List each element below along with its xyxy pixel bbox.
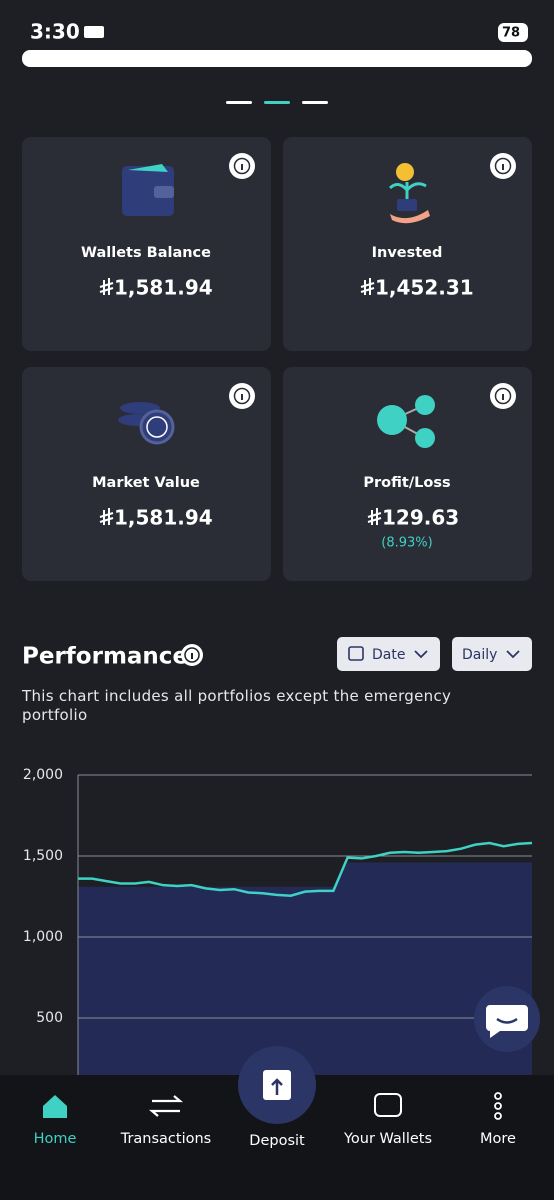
info-button[interactable]	[229, 383, 255, 409]
carousel-card	[22, 50, 532, 67]
info-ring	[233, 157, 251, 175]
network-icon-coin	[415, 395, 435, 415]
transactions-icon	[148, 1095, 184, 1117]
plant-icon-coin	[396, 163, 414, 181]
info-button[interactable]	[490, 383, 516, 409]
nav-label[interactable]: More	[480, 1131, 516, 1147]
card-bg	[22, 137, 271, 351]
card-value: 1,452.31	[375, 276, 474, 300]
card-label: Market Value	[92, 475, 200, 491]
dropdown-label: Daily	[462, 647, 497, 663]
battery-level: 78	[502, 26, 520, 41]
section-description: This chart includes all portfolios excep…	[22, 687, 452, 724]
status-time: 3:30	[30, 20, 80, 44]
area	[78, 862, 532, 1099]
plant-icon-stem	[388, 182, 427, 200]
card-change: (8.93%)	[381, 536, 432, 551]
info-glyph	[502, 394, 504, 400]
wallet-nav-icon	[374, 1093, 402, 1117]
card: Profit/Loss 129.63 (8.93%)	[283, 367, 532, 581]
carousel-dot-active[interactable]	[264, 101, 290, 104]
nav-labels: Home Transactions Deposit Your Wallets More	[34, 1131, 516, 1149]
card-bg	[283, 137, 532, 351]
info-ring	[494, 157, 512, 175]
info-button[interactable]	[181, 644, 203, 666]
plant-icon-pot	[397, 199, 417, 211]
info-glyph	[502, 164, 504, 170]
card: Market Value 1,581.94	[22, 367, 271, 581]
info-ring	[233, 387, 251, 405]
network-icon-coin	[415, 428, 435, 448]
card-bg	[283, 367, 532, 581]
card: Wallets Balance 1,581.94	[22, 137, 271, 351]
nav-label[interactable]: Transactions	[120, 1131, 212, 1147]
section-title: Performance	[22, 644, 188, 670]
currency-symbol	[360, 278, 375, 295]
card-label: Profit/Loss	[363, 475, 450, 491]
plant-icon-hand	[390, 210, 430, 224]
chart: 500 1,000 1,500 2,000	[23, 767, 533, 1099]
y-tick-label: 1,500	[23, 848, 63, 864]
coins-icon-ring	[146, 416, 168, 438]
card: Invested 1,452.31	[283, 137, 532, 351]
y-tick-label: 500	[36, 1010, 63, 1026]
more-icon	[494, 1092, 502, 1120]
info-button[interactable]	[229, 153, 255, 179]
carousel-dot[interactable]	[226, 101, 252, 104]
sleep-icon	[84, 26, 104, 38]
home-icon	[43, 1095, 67, 1118]
y-tick-label: 2,000	[23, 767, 63, 783]
chat-button[interactable]	[474, 986, 540, 1052]
info-glyph	[241, 164, 243, 170]
date-dropdown[interactable]: Date	[337, 637, 440, 671]
nav-label[interactable]: Your Wallets	[343, 1131, 432, 1147]
currency-symbol	[99, 508, 114, 525]
currency-symbol	[367, 508, 382, 525]
carousel-dot[interactable]	[302, 101, 328, 104]
y-tick-label: 1,000	[23, 929, 63, 945]
card-label: Invested	[372, 245, 443, 261]
deposit-arrow	[271, 1078, 283, 1095]
card-bg	[22, 367, 271, 581]
coins-icon-dollar	[139, 409, 175, 445]
nav-label[interactable]: Home	[34, 1131, 77, 1147]
info-button[interactable]	[490, 153, 516, 179]
dropdown-label: Date	[372, 647, 405, 663]
wallet-icon	[122, 166, 174, 216]
wallet-icon-cash	[128, 164, 168, 172]
network-icon-percent	[377, 405, 407, 435]
card-label: Wallets Balance	[81, 245, 211, 261]
info-ring	[494, 387, 512, 405]
card-value: 129.63	[382, 506, 459, 530]
card-value: 1,581.94	[114, 506, 213, 530]
line	[78, 841, 533, 897]
nav-label[interactable]: Deposit	[249, 1133, 305, 1149]
wallet-icon-clasp	[154, 186, 174, 198]
currency-symbol	[99, 278, 114, 295]
card-value: 1,581.94	[114, 276, 213, 300]
period-dropdown[interactable]: Daily	[452, 637, 532, 671]
info-glyph	[241, 394, 243, 400]
battery-icon	[498, 23, 528, 42]
